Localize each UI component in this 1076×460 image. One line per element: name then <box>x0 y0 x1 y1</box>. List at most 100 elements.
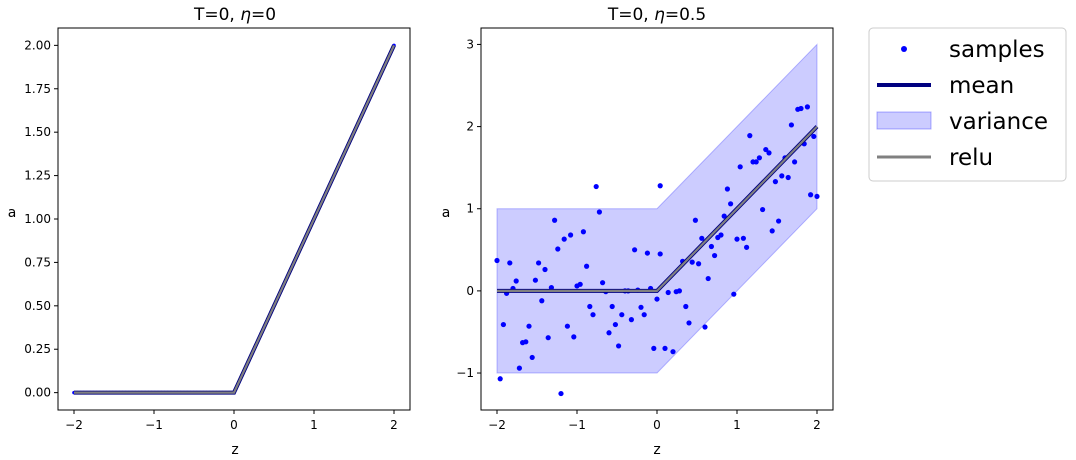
chart-right-sample-point <box>600 280 606 286</box>
chart-right-sample-point <box>670 349 676 355</box>
chart-right-sample-point <box>494 257 500 264</box>
chart-right-sample-point <box>612 321 619 328</box>
chart-right-sample-point <box>641 312 647 318</box>
chart-left-ylabel: a <box>8 205 17 221</box>
chart-right-sample-point <box>756 155 763 161</box>
chart-right-xtick-label: 2 <box>813 418 821 432</box>
chart-right-sample-point <box>676 288 683 294</box>
legend-samples-marker <box>901 46 907 52</box>
chart-right-sample-point <box>792 159 798 165</box>
chart-right-sample-point <box>724 186 731 192</box>
chart-right-sample-point <box>657 183 663 189</box>
chart-right-sample-point <box>779 173 785 179</box>
chart-right-sample-point <box>609 303 615 310</box>
chart-right-sample-point <box>616 343 622 349</box>
chart-right-sample-point <box>651 345 657 351</box>
chart-right-sample-point <box>766 150 772 156</box>
chart-right-sample-point <box>552 217 558 223</box>
chart-right-sample-point <box>718 232 724 238</box>
chart-right-sample-point <box>699 235 705 241</box>
chart-right-sample-point <box>632 247 638 253</box>
chart-left-ytick-label: 0.00 <box>24 386 51 400</box>
chart-left-ytick-label: 0.25 <box>24 342 51 356</box>
chart-left-ytick-label: 1.25 <box>24 169 51 183</box>
chart-left-ytick-label: 1.50 <box>24 125 51 139</box>
chart-left-ytick-label: 0.75 <box>24 255 51 269</box>
chart-right-sample-point <box>638 304 644 310</box>
chart-right-sample-point <box>561 236 567 242</box>
chart-right-sample-point <box>507 260 513 266</box>
chart-right-sample-point <box>798 105 804 112</box>
chart-right-sample-point <box>593 183 599 190</box>
chart-right-sample-point <box>644 250 651 256</box>
chart-left-title: T=0, η=0 <box>193 5 276 25</box>
legend: samples mean variance relu <box>868 27 1067 182</box>
chart-right-sample-point <box>558 390 564 397</box>
chart-right-sample-point <box>740 235 747 241</box>
chart-left-xtick-label: 0 <box>230 418 238 432</box>
chart-right-ylabel: a <box>442 205 451 221</box>
chart-right-sample-point <box>564 323 571 329</box>
chart-right-sample-point <box>712 252 718 259</box>
chart-right-sample-point <box>619 312 625 318</box>
chart-right-sample-point <box>804 104 811 110</box>
chart-right-sample-point <box>513 278 519 284</box>
chart-right-sample-point <box>665 289 671 296</box>
chart-right-sample-point <box>737 164 743 170</box>
chart-right-xlabel: z <box>653 442 660 458</box>
chart-right-sample-point <box>662 345 668 351</box>
chart-left: T=0, η=0 z a −2 −1 0 1 2 0.00 0.25 0.50 0.75 1.00… <box>8 5 411 458</box>
chart-left-xtick-label: 2 <box>390 418 398 432</box>
chart-right-sample-point <box>577 281 583 287</box>
chart-right-sample-point <box>689 259 695 265</box>
chart-right-sample-point <box>692 217 699 223</box>
chart-right-ytick-label: 1 <box>466 202 474 216</box>
chart-right-sample-point <box>536 260 542 266</box>
chart-right-sample-point <box>708 243 715 250</box>
chart-right-title: T=0, η=0.5 <box>607 5 706 25</box>
chart-right-sample-point <box>788 122 795 128</box>
legend-variance-label: variance <box>949 109 1048 135</box>
chart-right-sample-point <box>747 133 753 139</box>
chart-left-xtick-label: 1 <box>310 418 318 432</box>
legend-samples-label: samples <box>949 37 1045 63</box>
chart-right-relu-line <box>497 125 818 292</box>
chart-right-sample-point <box>542 266 548 273</box>
chart-right-sample-point <box>580 229 587 235</box>
chart-right-sample-point <box>654 296 660 302</box>
chart-right-ytick-label: −1 <box>456 366 474 380</box>
chart-left-xtick-label: −1 <box>145 418 163 432</box>
chart-right-sample-point <box>744 244 750 250</box>
chart-right-sample-point <box>696 261 702 267</box>
chart-right-sample-point <box>532 277 539 283</box>
chart-right-sample-point <box>523 339 529 345</box>
chart-right-sample-point <box>683 303 689 310</box>
chart-right-sample-point <box>814 193 820 200</box>
chart-right-sample-point <box>526 323 532 329</box>
chart-left-ytick-label: 0.50 <box>24 299 51 313</box>
chart-right-ytick-label: 0 <box>466 284 474 298</box>
chart-right: T=0, η=0.5 z a −2 −1 0 1 2 −1 0 1 2 3 <box>442 5 834 458</box>
chart-right-sample-point <box>702 324 708 330</box>
legend-relu-label: relu <box>949 145 993 171</box>
chart-left-xlabel: z <box>231 442 238 458</box>
legend-variance-patch <box>876 111 932 130</box>
chart-right-sample-point <box>657 251 663 257</box>
chart-right-sample-point <box>606 330 612 336</box>
chart-right-xtick-label: −2 <box>488 418 506 432</box>
chart-left-ytick-label: 1.75 <box>24 82 51 96</box>
chart-right-sample-point <box>539 298 545 304</box>
chart-right-sample-point <box>545 335 551 341</box>
chart-right-xtick-label: 1 <box>733 418 741 432</box>
chart-right-sample-point <box>587 303 593 310</box>
chart-right-sample-point <box>734 236 740 242</box>
chart-right-sample-point <box>628 317 635 323</box>
legend-mean-label: mean <box>949 73 1014 99</box>
legend-frame <box>868 27 1067 182</box>
chart-left-relu-line <box>74 44 395 394</box>
chart-right-sample-point <box>590 312 596 318</box>
chart-right-sample-point <box>728 201 734 207</box>
chart-right-sample-point <box>760 206 766 213</box>
chart-left-xtick-label: −2 <box>65 418 83 432</box>
